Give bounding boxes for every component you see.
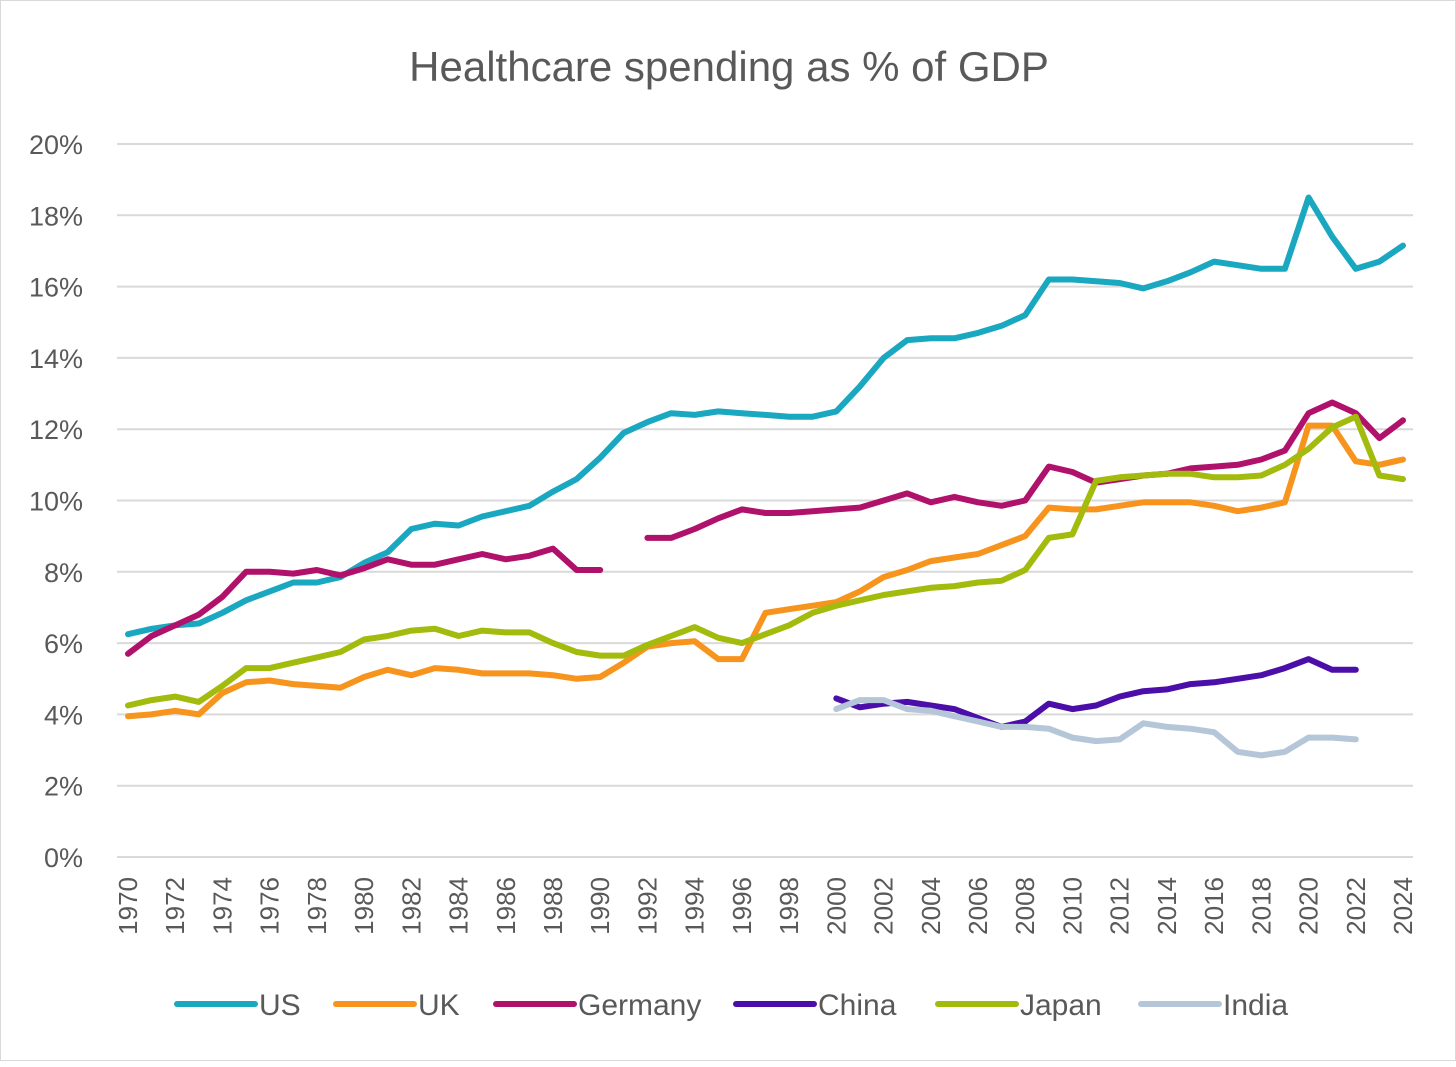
y-tick-label: 12% [29,415,83,445]
legend: US UK Germany China Japan India [174,989,1288,1022]
legend-label: India [1223,989,1288,1022]
x-tick-label: 2008 [1010,877,1040,935]
x-tick-label: 1982 [396,877,426,935]
x-tick-label: 1988 [538,877,568,935]
y-tick-label: 0% [44,843,83,873]
y-tick-label: 6% [44,629,83,659]
x-tick-label: 1976 [255,877,285,935]
x-tick-label: 2014 [1152,877,1182,935]
y-tick-label: 18% [29,201,83,231]
y-tick-label: 4% [44,700,83,730]
x-tick-label: 2000 [821,877,851,935]
y-axis-ticks: 0% 2% 4% 6% 8% 10% 12% 14% 16% 18% 20% [29,130,83,873]
series-lines [125,194,1406,759]
legend-label: Germany [578,989,701,1022]
x-tick-label: 2002 [869,877,899,935]
legend-item-uk: UK [333,989,460,1022]
series-line-japan [125,413,1406,709]
x-tick-label: 2018 [1246,877,1276,935]
legend-item-india: India [1138,989,1288,1022]
y-tick-label: 8% [44,558,83,588]
legend-item-japan: Japan [935,989,1102,1022]
x-tick-label: 2016 [1199,877,1229,935]
y-tick-label: 14% [29,344,83,374]
x-tick-label: 1998 [774,877,804,935]
x-tick-label: 1984 [444,877,474,935]
x-tick-label: 1990 [585,877,615,935]
y-tick-label: 10% [29,487,83,517]
series-line-germany [125,399,1406,657]
x-tick-label: 2020 [1294,877,1324,935]
x-tick-label: 2004 [916,877,946,935]
legend-label: US [259,989,301,1022]
x-axis-ticks: 1970 1972 1974 1976 1978 1980 1982 1984 1986 1988… [113,877,1418,935]
x-tick-label: 1992 [632,877,662,935]
x-tick-label: 1980 [349,877,379,935]
gridlines [117,143,1413,858]
legend-label: Japan [1020,989,1102,1022]
legend-label: China [818,989,897,1022]
y-tick-label: 20% [29,130,83,160]
series-line-india [833,697,1359,759]
legend-label: UK [418,989,460,1022]
y-tick-label: 16% [29,273,83,303]
x-tick-label: 1996 [727,877,757,935]
x-tick-label: 2022 [1341,877,1371,935]
x-tick-label: 1974 [207,877,237,935]
x-tick-label: 1970 [113,877,143,935]
x-tick-label: 1986 [491,877,521,935]
legend-item-germany: Germany [493,989,701,1022]
x-tick-label: 1978 [302,877,332,935]
chart-title: Healthcare spending as % of GDP [409,43,1049,90]
legend-item-us: US [174,989,301,1022]
x-tick-label: 2006 [963,877,993,935]
x-tick-label: 1972 [160,877,190,935]
x-tick-label: 2024 [1388,877,1418,935]
x-tick-label: 2010 [1057,877,1087,935]
x-tick-label: 1994 [680,877,710,935]
legend-item-china: China [733,989,897,1022]
series-line-china [833,656,1359,730]
x-tick-label: 2012 [1105,877,1135,935]
y-tick-label: 2% [44,772,83,802]
series-line-uk [125,422,1406,720]
